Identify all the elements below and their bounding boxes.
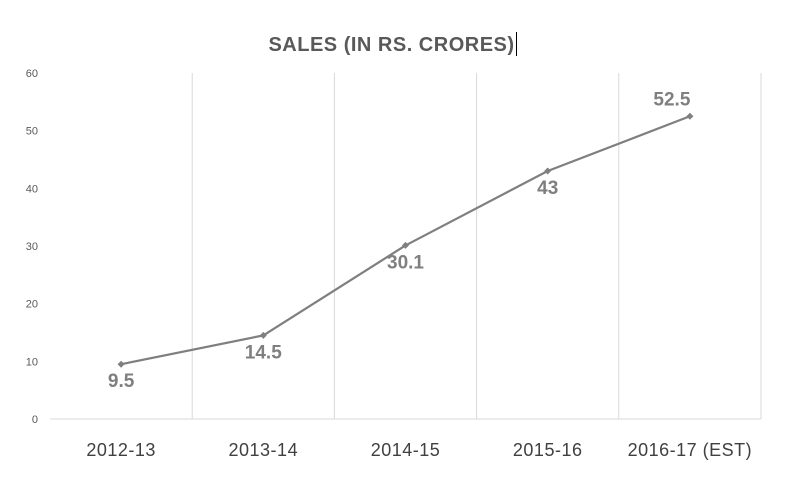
x-tick-label: 2015-16	[513, 440, 583, 460]
data-label: 14.5	[245, 342, 282, 363]
y-tick-label: 30	[26, 241, 38, 253]
data-label: 43	[537, 178, 558, 199]
data-point-marker	[544, 167, 552, 175]
data-point-marker	[259, 331, 267, 339]
data-label: 52.5	[653, 89, 690, 110]
data-point-marker	[117, 360, 125, 368]
x-tick-label: 2012-13	[86, 440, 156, 460]
chart-title-text: SALES (IN RS. CRORES)	[268, 34, 515, 56]
x-tick-label: 2014-15	[371, 440, 441, 460]
y-tick-label: 60	[26, 68, 38, 80]
data-label: 9.5	[108, 371, 135, 392]
y-tick-label: 0	[32, 414, 38, 426]
y-tick-label: 10	[26, 356, 38, 368]
y-tick-label: 40	[26, 183, 38, 195]
x-tick-label: 2016-17 (EST)	[628, 440, 753, 460]
data-point-marker	[686, 112, 694, 120]
y-tick-label: 50	[26, 126, 38, 138]
data-point-marker	[402, 241, 409, 249]
data-label: 30.1	[387, 252, 424, 273]
chart-title: SALES (IN RS. CRORES)	[0, 32, 785, 57]
text-cursor	[515, 32, 517, 56]
x-tick-label: 2013-14	[229, 440, 299, 460]
series-line	[120, 115, 691, 366]
y-tick-label: 20	[26, 299, 38, 311]
